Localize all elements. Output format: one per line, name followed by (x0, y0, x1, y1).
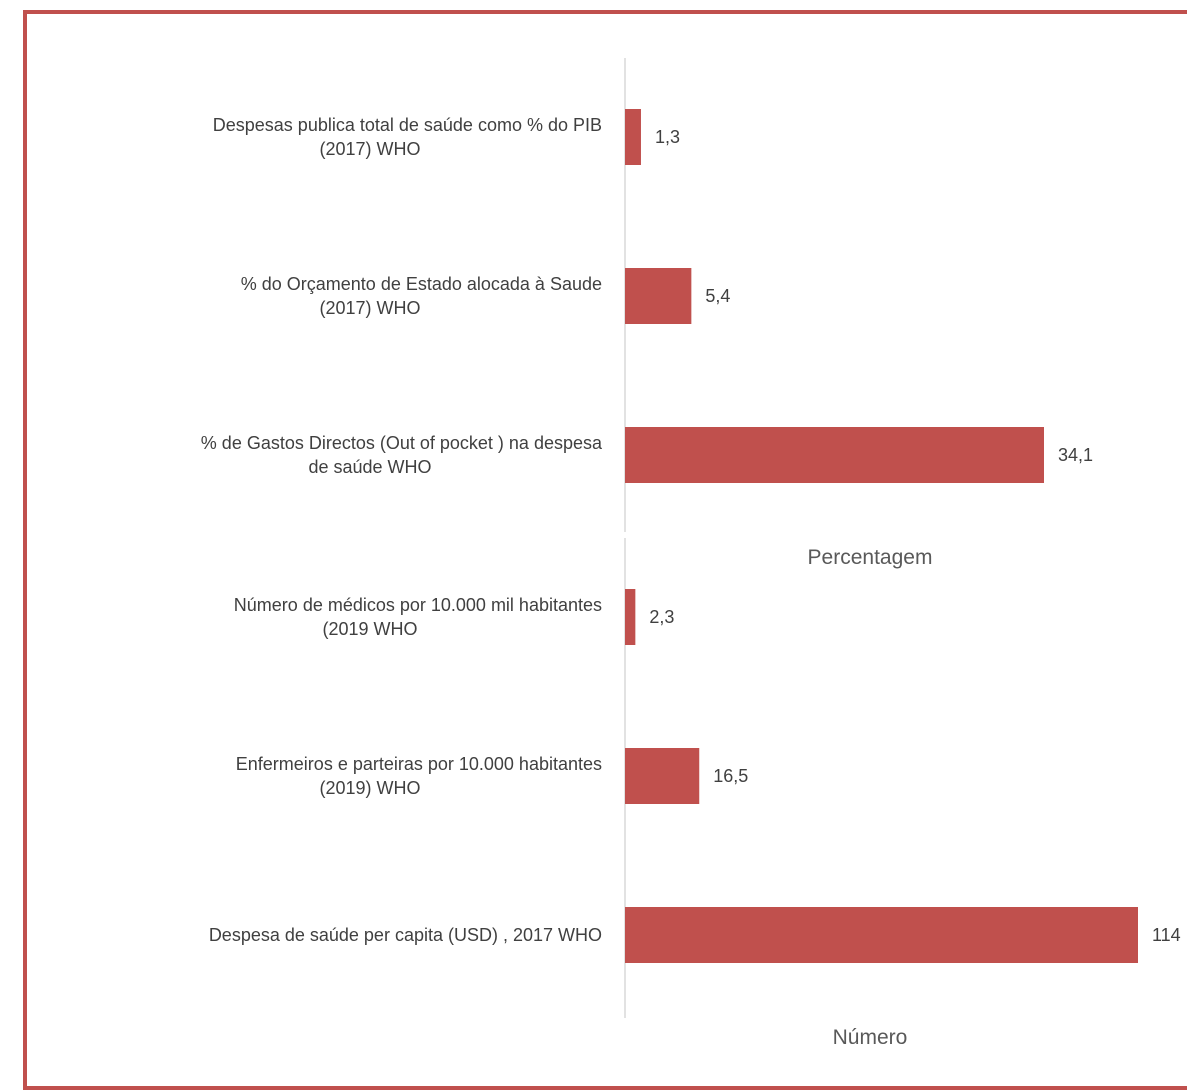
category-label: % do Orçamento de Estado alocada à Saude (241, 274, 602, 294)
category-label: Enfermeiros e parteiras por 10.000 habit… (236, 754, 602, 774)
bar (625, 427, 1044, 483)
category-label: (2017) WHO (319, 139, 420, 159)
data-label: 1,3 (655, 127, 680, 147)
category-label: Número de médicos por 10.000 mil habitan… (234, 595, 602, 615)
panel-title: Percentagem (808, 546, 933, 569)
data-label: 2,3 (649, 607, 674, 627)
bar (625, 268, 692, 324)
category-label: (2019 WHO (322, 619, 417, 639)
data-label: 34,1 (1058, 445, 1093, 465)
bar (625, 907, 1138, 963)
category-label: (2019) WHO (319, 778, 420, 798)
bar (625, 109, 641, 165)
category-label: Despesas publica total de saúde como % d… (213, 115, 602, 135)
bar (625, 748, 700, 804)
panel-title: Número (833, 1026, 908, 1049)
data-label: 114 (1152, 925, 1181, 945)
data-label: 5,4 (705, 286, 730, 306)
chart: 1,3 Despesas publica total de saúde como … (201, 58, 1181, 1049)
category-label: % de Gastos Directos (Out of pocket ) na… (201, 433, 603, 453)
category-label: de saúde WHO (308, 457, 431, 477)
category-label: (2017) WHO (319, 298, 420, 318)
bar (625, 589, 636, 645)
category-label: Despesa de saúde per capita (USD) , 2017… (209, 925, 602, 945)
data-label: 16,5 (713, 766, 748, 786)
